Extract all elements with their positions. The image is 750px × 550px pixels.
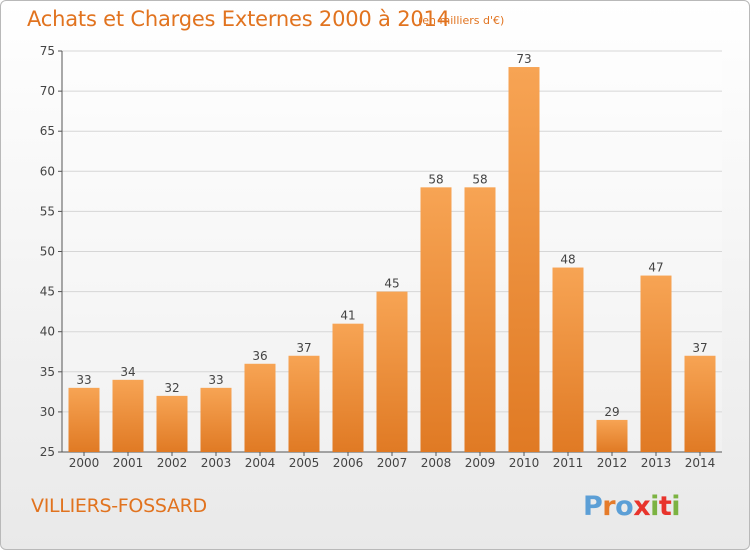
x-tick-label: 2002 (157, 456, 188, 470)
y-tick-label: 25 (40, 445, 55, 459)
bar-2008 (420, 187, 452, 452)
bar-value-label: 33 (208, 373, 223, 387)
bar-value-label: 45 (384, 277, 399, 291)
x-tick-label: 2003 (201, 456, 232, 470)
logo-letter: t (658, 491, 672, 522)
y-tick-label: 35 (40, 365, 55, 379)
x-tick-label: 2006 (333, 456, 364, 470)
bar-2009 (464, 187, 496, 452)
bar-layer (68, 67, 716, 452)
x-tick-label: 2001 (113, 456, 144, 470)
logo-letter: i (671, 491, 681, 522)
logo-letter: x (633, 491, 651, 522)
bar-value-label: 58 (428, 172, 443, 186)
y-tick-label: 45 (40, 285, 55, 299)
x-tick-label: 2007 (377, 456, 408, 470)
x-tick-label: 2011 (553, 456, 584, 470)
bar-value-label: 33 (76, 373, 91, 387)
y-tick-label: 65 (40, 124, 55, 138)
chart-unit-subtitle: (en milliers d'€) (418, 14, 505, 27)
y-tick-label: 70 (40, 84, 55, 98)
logo-letter: P (583, 491, 603, 522)
chart-title: Achats et Charges Externes 2000 à 2014 (27, 7, 450, 31)
proxiti-logo[interactable]: Proxiti (583, 491, 681, 522)
x-tick-label: 2009 (465, 456, 496, 470)
bar-2012 (596, 419, 628, 452)
y-tick-label: 50 (40, 245, 55, 259)
bar-value-label: 48 (560, 253, 575, 267)
x-tick-label: 2005 (289, 456, 320, 470)
bar-value-label: 73 (516, 52, 531, 66)
bar-2007 (376, 291, 408, 452)
bar-value-label: 58 (472, 172, 487, 186)
x-tick-label: 2008 (421, 456, 452, 470)
x-tick-label: 2010 (509, 456, 540, 470)
logo-letter: r (602, 491, 616, 522)
bar-2005 (288, 355, 320, 452)
bar-2006 (332, 323, 364, 452)
y-tick-label: 75 (40, 44, 55, 58)
bar-2013 (640, 275, 672, 452)
x-tick-label: 2013 (641, 456, 672, 470)
logo-letter: i (650, 491, 659, 522)
bar-value-label: 36 (252, 349, 267, 363)
bar-2010 (508, 67, 540, 452)
y-tick-label: 30 (40, 405, 55, 419)
bar-value-label: 32 (164, 381, 179, 395)
y-tick-label: 40 (40, 325, 55, 339)
x-tick-label: 2000 (69, 456, 100, 470)
bar-value-label: 41 (340, 309, 355, 323)
bar-2002 (156, 395, 188, 452)
y-tick-label: 55 (40, 204, 55, 218)
y-tick-label: 60 (40, 164, 55, 178)
bar-2014 (684, 355, 716, 452)
x-tick-label: 2012 (597, 456, 628, 470)
bar-2003 (200, 387, 232, 452)
bar-2000 (68, 387, 100, 452)
commune-name: VILLIERS-FOSSARD (31, 495, 207, 517)
bar-value-label: 47 (648, 261, 663, 275)
bar-2004 (244, 363, 276, 452)
x-tick-label: 2004 (245, 456, 276, 470)
label-layer: 33 34 32 33 36 37 41 45 58 58 73 48 29 47 37 (76, 52, 707, 419)
bar-2011 (552, 267, 584, 452)
bar-value-label: 34 (120, 365, 135, 379)
logo-letter: o (615, 491, 634, 522)
bar-value-label: 29 (604, 405, 619, 419)
bar-value-label: 37 (296, 341, 311, 355)
x-tick-label: 2014 (685, 456, 716, 470)
bar-2001 (112, 379, 144, 452)
bar-value-label: 37 (692, 341, 707, 355)
